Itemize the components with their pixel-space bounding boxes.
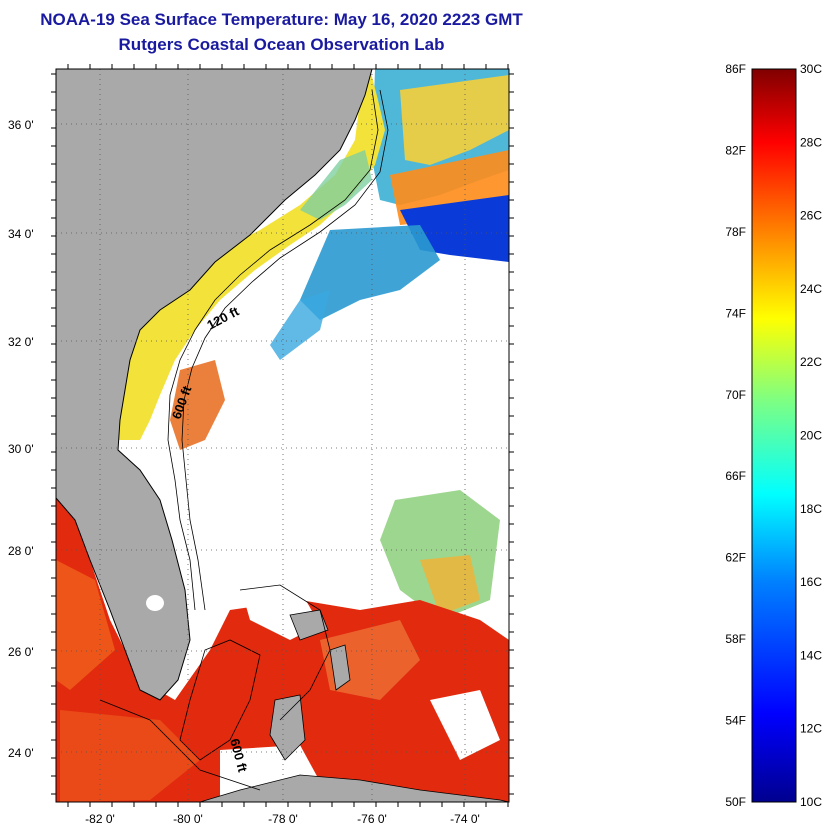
slope-water [300, 225, 440, 320]
contour-120ft [167, 89, 379, 611]
lat-label: 34 0' [8, 227, 34, 241]
map-title: NOAA-19 Sea Surface Temperature: May 16,… [40, 10, 523, 29]
lon-label: -76 0' [357, 812, 387, 826]
colorbar-c-label: 20C [800, 429, 822, 443]
lon-label: -82 0' [85, 812, 115, 826]
lon-label: -78 0' [268, 812, 298, 826]
colorbar-c-label: 24C [800, 282, 822, 296]
map-frame [55, 68, 510, 803]
colorbar-f-label: 86F [725, 62, 746, 76]
colorbar-c-label: 12C [800, 722, 822, 736]
colorbar-c-label: 16C [800, 575, 822, 589]
graticule [56, 69, 509, 802]
axis-ticks [51, 64, 514, 807]
colorbar-c-label: 30C [800, 62, 822, 76]
colorbar [751, 68, 797, 803]
land-eleuthera [329, 644, 351, 691]
warm-water-south [56, 490, 509, 802]
colorbar-f-label: 54F [725, 714, 746, 728]
contour-keys [99, 699, 261, 791]
slope-water-south [270, 290, 330, 360]
lat-label: 30 0' [8, 442, 34, 456]
map-subtitle: Rutgers Coastal Ocean Observation Lab [118, 35, 445, 54]
longitude-labels: -82 0' -80 0' -78 0' -76 0' -74 0' [85, 812, 480, 826]
lat-label: 26 0' [8, 645, 34, 659]
colorbar-c-label: 18C [800, 502, 822, 516]
colorbar-f-label: 66F [725, 469, 746, 483]
colorbar-c-label: 28C [800, 135, 822, 149]
lat-label: 28 0' [8, 544, 34, 558]
colorbar-c-label: 26C [800, 209, 822, 223]
lon-label: -74 0' [450, 812, 480, 826]
colorbar-fahrenheit-labels: 86F 82F 78F 74F 70F 66F 62F 58F 54F 50F [725, 62, 746, 809]
shelf-warm-patch [170, 360, 225, 450]
lon-label: -80 0' [173, 812, 203, 826]
shelf-water-green [300, 150, 372, 220]
colorbar-c-label: 22C [800, 355, 822, 369]
colorbar-c-label: 10C [800, 795, 822, 809]
land-andros [269, 694, 306, 761]
colorbar-celsius-labels: 30C 28C 26C 24C 22C 20C 18C 16C 14C 12C 10C [800, 62, 822, 809]
colorbar-f-label: 70F [725, 388, 746, 402]
shelf-water [110, 69, 385, 440]
colorbar-f-label: 74F [725, 306, 746, 320]
colorbar-f-label: 62F [725, 551, 746, 565]
warm-filament-north [400, 75, 509, 165]
lat-label: 32 0' [8, 335, 34, 349]
latitude-labels: 36 0' 34 0' 32 0' 30 0' 28 0' 26 0' 24 0… [8, 118, 34, 760]
colorbar-f-label: 78F [725, 225, 746, 239]
florida-keys-water [60, 710, 200, 802]
contour-bahamas [239, 584, 331, 721]
colorbar-c-label: 14C [800, 648, 822, 662]
lat-label: 36 0' [8, 118, 34, 132]
colorbar-f-label: 50F [725, 795, 746, 809]
contour-bahamas-bank [179, 639, 261, 761]
map-area: 120 ft 600 ft 600 ft [56, 69, 509, 802]
land-grand-bahama [289, 609, 329, 641]
gulf-water [56, 560, 115, 690]
land-us-east-coast [56, 69, 373, 701]
colorbar-f-label: 82F [725, 143, 746, 157]
lat-label: 24 0' [8, 746, 34, 760]
lake-okeechobee [146, 595, 164, 611]
colorbar-f-label: 58F [725, 632, 746, 646]
